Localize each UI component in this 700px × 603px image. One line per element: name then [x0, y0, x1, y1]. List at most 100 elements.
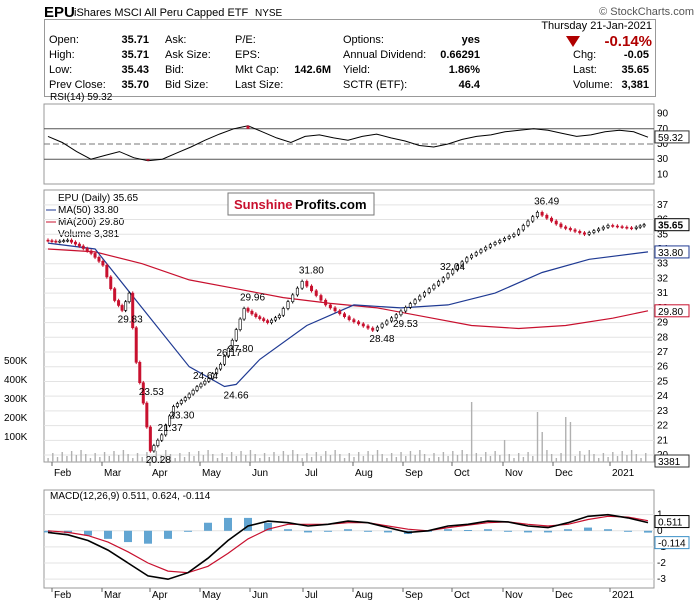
volume-bar — [409, 451, 412, 462]
volume-bar — [630, 450, 633, 462]
volume-bar — [574, 456, 576, 462]
price-tick-label: 24 — [657, 391, 669, 402]
volume-bar — [56, 457, 59, 462]
month-label-macd: Jul — [305, 590, 318, 601]
price-candle-body — [215, 368, 219, 375]
volume-bar — [560, 453, 562, 462]
svg-text:Sunshine: Sunshine — [234, 197, 293, 212]
price-candle-body — [141, 382, 145, 404]
volume-bar — [593, 454, 595, 462]
price-candle-body — [333, 307, 337, 312]
price-candle-body — [441, 277, 445, 282]
ma200-last-box-label: 29.80 — [658, 307, 683, 318]
volume-tick-label: 500K — [4, 356, 28, 367]
macd-histogram-bar — [244, 517, 252, 531]
volume-bar — [80, 450, 82, 462]
price-candle-body — [559, 223, 563, 228]
macd-last-label: 0.511 — [658, 518, 683, 529]
price-annotation-label: 26.17 — [216, 348, 241, 359]
price-candle-body — [109, 276, 113, 290]
price-candle-body — [207, 378, 211, 382]
volume-bar — [150, 456, 153, 462]
month-label-macd: Nov — [505, 590, 523, 601]
macd-title: MACD(12,26,9) 0.511, 0.624, -0.114 — [50, 491, 211, 502]
volume-bar — [565, 417, 567, 462]
rsi-tick-label: 10 — [657, 169, 669, 180]
price-candle-body — [357, 321, 361, 325]
rsi-last-label: 59.32 — [658, 133, 683, 144]
volume-bar — [437, 457, 440, 462]
price-candle-body — [507, 236, 511, 239]
month-label-macd: Sep — [405, 590, 423, 601]
price-candle-body — [568, 228, 572, 231]
last-label: Last: — [573, 64, 597, 76]
volume-bar — [94, 453, 96, 462]
price-candle-body — [291, 294, 295, 302]
rsi-tick-label: 90 — [657, 109, 669, 120]
price-candle-body — [230, 339, 234, 349]
volume-bar — [400, 452, 402, 462]
price-candle-body — [101, 260, 105, 266]
price-candle-body — [366, 325, 370, 329]
bid-label: Bid: — [165, 64, 184, 76]
ask-size-label: Ask Size: — [165, 49, 211, 61]
price-candle-body — [451, 269, 455, 275]
price-candle-body — [361, 323, 365, 327]
price-legend-main: EPU (Daily) 35.65 — [58, 193, 138, 204]
price-tick-label: 23 — [657, 406, 669, 417]
price-candle-body — [638, 225, 642, 228]
volume-label: Volume: — [573, 79, 613, 91]
macd-histogram-bar — [224, 517, 232, 531]
price-candle-body — [564, 226, 568, 229]
macd-histogram-bar — [324, 530, 332, 532]
volume-bar — [325, 451, 327, 462]
price-candle-body — [73, 241, 77, 245]
price-annotation-label: 31.80 — [299, 265, 324, 276]
price-annotation-label: 20.28 — [146, 455, 171, 466]
price-candle-body — [93, 253, 97, 258]
price-tick-label: 21 — [657, 435, 669, 446]
price-last-box — [654, 218, 690, 232]
volume-bar — [141, 457, 143, 462]
volume-bar — [503, 440, 506, 462]
macd-histogram-bar — [484, 529, 492, 531]
price-candle-body — [120, 305, 124, 311]
macd-histogram-bar — [384, 530, 392, 533]
price-candle-body — [375, 326, 379, 331]
ma50-line — [47, 242, 649, 388]
volume-bar — [470, 402, 473, 462]
macd-histogram-bar — [504, 530, 512, 532]
month-label-price: Feb — [54, 468, 72, 479]
ma50-last-box — [654, 245, 690, 259]
price-tick-label: 26 — [657, 362, 669, 373]
prev-close-label: Prev Close: — [49, 79, 106, 91]
volume-bar — [612, 452, 614, 462]
price-candle-body — [455, 265, 459, 271]
volume-last-box — [654, 454, 690, 468]
price-candle-body — [484, 246, 488, 251]
high-value: 35.71 — [121, 49, 149, 61]
price-annotation-label: 24.66 — [224, 390, 249, 401]
price-tick-label: 31 — [657, 288, 669, 299]
price-tick-label: 28 — [657, 332, 669, 343]
month-label-price: Oct — [454, 468, 470, 479]
price-candle-body — [380, 323, 384, 328]
volume-bar — [127, 454, 129, 462]
volume-bar — [536, 412, 539, 462]
macd-last-box — [654, 515, 690, 529]
price-candle-body — [127, 292, 131, 303]
volume-bar — [226, 457, 228, 462]
price-candle-body — [58, 240, 62, 243]
macd-histogram-bar — [124, 530, 132, 543]
price-candle-body — [352, 319, 356, 323]
options-label: Options: — [343, 34, 384, 46]
volume-bar — [381, 454, 383, 462]
price-candle-body — [446, 273, 450, 279]
volume-tick-label: 100K — [4, 432, 28, 443]
price-candle-body — [211, 373, 215, 379]
price-candle-body — [270, 319, 274, 323]
price-candle-body — [305, 281, 309, 287]
price-legend-ma50: MA(50) 33.80 — [58, 205, 119, 216]
stockcharts-brand[interactable]: © StockCharts.com — [599, 6, 694, 18]
volume-bar — [640, 458, 642, 462]
